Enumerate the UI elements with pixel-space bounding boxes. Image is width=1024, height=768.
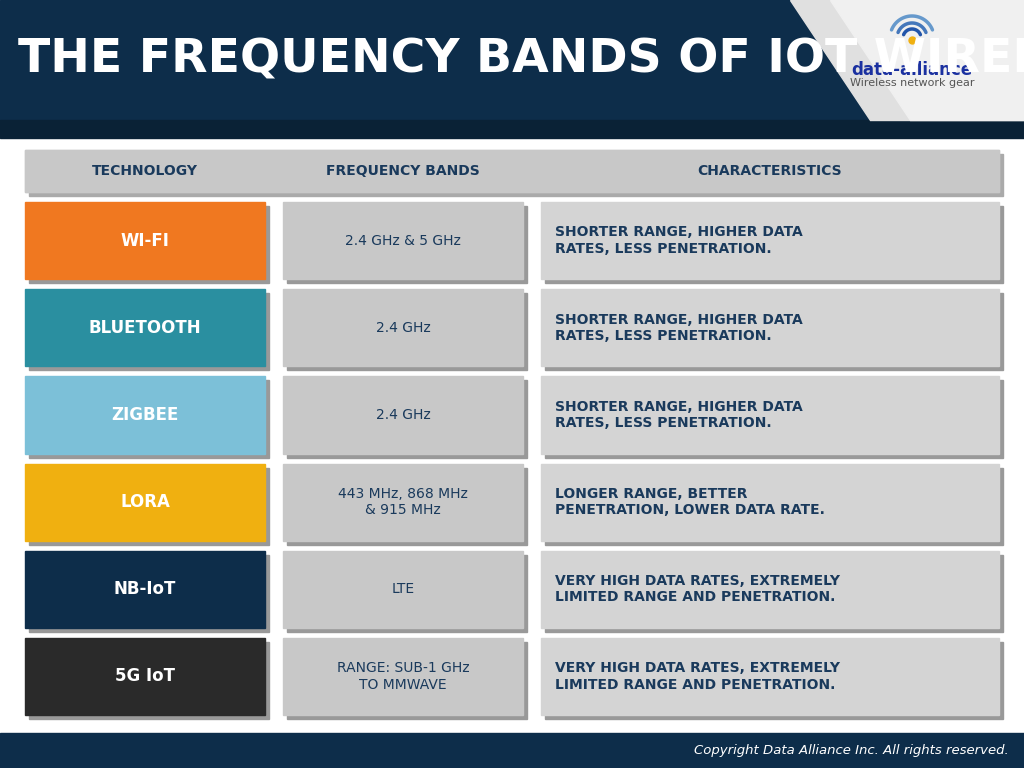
Text: SHORTER RANGE, HIGHER DATA
RATES, LESS PENETRATION.: SHORTER RANGE, HIGHER DATA RATES, LESS P… <box>555 400 803 430</box>
Bar <box>541 290 999 366</box>
Bar <box>25 551 265 627</box>
Bar <box>29 154 1002 196</box>
Text: FREQUENCY BANDS: FREQUENCY BANDS <box>326 164 480 178</box>
Bar <box>545 642 1002 719</box>
Polygon shape <box>830 0 1024 120</box>
Bar <box>283 202 523 279</box>
Bar <box>25 290 265 366</box>
Text: WI-FI: WI-FI <box>121 232 169 250</box>
Text: 2.4 GHz: 2.4 GHz <box>376 321 430 335</box>
Text: THE FREQUENCY BANDS OF IOT WIRELESS: THE FREQUENCY BANDS OF IOT WIRELESS <box>18 38 1024 82</box>
Polygon shape <box>790 0 1024 120</box>
Bar <box>541 551 999 627</box>
Text: 443 MHz, 868 MHz
& 915 MHz: 443 MHz, 868 MHz & 915 MHz <box>338 487 468 517</box>
Bar <box>287 380 527 458</box>
Bar <box>287 468 527 545</box>
Bar <box>25 376 265 453</box>
Bar <box>283 376 523 453</box>
Bar <box>283 464 523 541</box>
Bar <box>29 380 269 458</box>
Bar <box>283 638 523 715</box>
Text: 2.4 GHz & 5 GHz: 2.4 GHz & 5 GHz <box>345 233 461 247</box>
Text: CHARACTERISTICS: CHARACTERISTICS <box>697 164 843 178</box>
Bar <box>0 120 1024 138</box>
Bar <box>25 202 265 279</box>
Text: 5G IoT: 5G IoT <box>115 667 175 685</box>
Bar <box>283 290 523 366</box>
Text: Copyright Data Alliance Inc. All rights reserved.: Copyright Data Alliance Inc. All rights … <box>694 744 1009 757</box>
Bar <box>287 293 527 370</box>
Text: 2.4 GHz: 2.4 GHz <box>376 408 430 422</box>
Text: RANGE: SUB-1 GHz
TO MMWAVE: RANGE: SUB-1 GHz TO MMWAVE <box>337 661 469 691</box>
Bar <box>283 551 523 627</box>
Bar <box>29 642 269 719</box>
Bar <box>287 554 527 632</box>
Bar <box>545 468 1002 545</box>
Text: data-alliance: data-alliance <box>851 61 973 79</box>
Text: TECHNOLOGY: TECHNOLOGY <box>92 164 198 178</box>
Text: LTE: LTE <box>391 582 415 596</box>
Bar <box>541 464 999 541</box>
Text: VERY HIGH DATA RATES, EXTREMELY
LIMITED RANGE AND PENETRATION.: VERY HIGH DATA RATES, EXTREMELY LIMITED … <box>555 574 840 604</box>
Bar <box>25 464 265 541</box>
Bar <box>29 293 269 370</box>
Bar <box>0 0 1024 120</box>
Bar <box>29 554 269 632</box>
Bar <box>0 733 1024 768</box>
Bar <box>29 206 269 283</box>
Text: BLUETOOTH: BLUETOOTH <box>89 319 202 336</box>
Bar <box>25 150 999 192</box>
Bar <box>541 202 999 279</box>
Bar <box>25 638 265 715</box>
Bar <box>545 554 1002 632</box>
Bar <box>545 206 1002 283</box>
Text: VERY HIGH DATA RATES, EXTREMELY
LIMITED RANGE AND PENETRATION.: VERY HIGH DATA RATES, EXTREMELY LIMITED … <box>555 661 840 691</box>
Bar <box>545 293 1002 370</box>
Bar <box>287 206 527 283</box>
Text: Wireless network gear: Wireless network gear <box>850 78 974 88</box>
Text: LONGER RANGE, BETTER
PENETRATION, LOWER DATA RATE.: LONGER RANGE, BETTER PENETRATION, LOWER … <box>555 487 825 517</box>
Bar <box>287 642 527 719</box>
Text: SHORTER RANGE, HIGHER DATA
RATES, LESS PENETRATION.: SHORTER RANGE, HIGHER DATA RATES, LESS P… <box>555 313 803 343</box>
Bar <box>545 380 1002 458</box>
Text: ZIGBEE: ZIGBEE <box>112 406 178 424</box>
Bar <box>29 468 269 545</box>
Bar <box>25 150 999 192</box>
Text: LORA: LORA <box>120 493 170 511</box>
Text: SHORTER RANGE, HIGHER DATA
RATES, LESS PENETRATION.: SHORTER RANGE, HIGHER DATA RATES, LESS P… <box>555 226 803 256</box>
Bar <box>541 376 999 453</box>
Bar <box>541 638 999 715</box>
Text: NB-IoT: NB-IoT <box>114 581 176 598</box>
